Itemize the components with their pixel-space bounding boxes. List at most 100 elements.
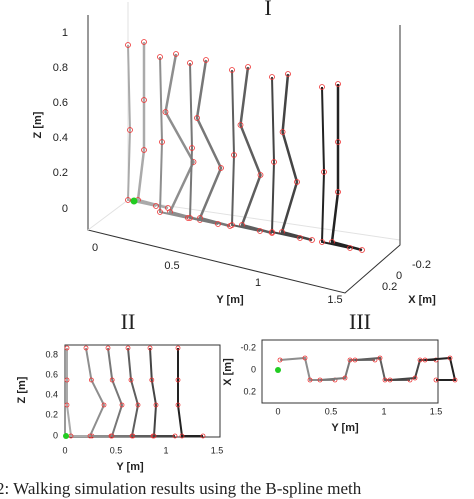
leg: [136, 42, 169, 210]
joint: [412, 375, 418, 381]
joint: [141, 97, 147, 103]
joint: [129, 433, 135, 439]
joint: [422, 357, 428, 363]
panel-iii-box: [261, 339, 439, 404]
joint: [447, 355, 453, 361]
joint: [187, 60, 193, 66]
z-tick-label: 0.6: [45, 369, 58, 379]
z-tick-label: 0.2: [45, 409, 58, 419]
joint: [215, 221, 221, 227]
y-tick-label: 1: [381, 406, 386, 416]
joint: [231, 152, 237, 158]
joint: [125, 197, 131, 203]
y-tick-label: 0: [275, 406, 280, 416]
z-tick-label: 0.4: [53, 132, 68, 144]
joint: [347, 245, 353, 251]
joint: [271, 159, 277, 165]
y-tick-label: 0.5: [164, 260, 179, 272]
y-tick-label: 1.5: [211, 445, 224, 455]
leg: [319, 359, 375, 381]
joint: [433, 377, 439, 383]
joint: [64, 345, 70, 351]
joint: [64, 402, 70, 408]
leg: [158, 56, 189, 219]
joint: [382, 377, 388, 383]
z-tick-label: 1: [62, 27, 68, 39]
leg: [279, 356, 335, 381]
joint: [172, 433, 178, 439]
axis-label: X [m]: [222, 358, 234, 386]
joint: [335, 81, 341, 87]
y-tick-label: 0: [62, 445, 67, 455]
axis-label: Z [m]: [32, 111, 44, 138]
axes-box: [87, 15, 401, 294]
x-tick-label: 0.2: [243, 386, 256, 396]
joint: [187, 215, 193, 221]
leg: [320, 86, 351, 249]
leg: [330, 84, 363, 252]
x-tick-label: 0: [396, 270, 402, 282]
joint: [135, 402, 141, 408]
joint: [162, 109, 169, 115]
back-wall: [127, 2, 401, 241]
joint: [307, 377, 313, 383]
joint: [89, 377, 94, 383]
axis-label: X [m]: [408, 294, 436, 306]
z-tick-label: 0.8: [53, 62, 68, 74]
joint: [87, 433, 93, 439]
floor-edge: [87, 199, 129, 231]
y-tick-label: 1.5: [327, 294, 342, 306]
joint: [125, 345, 131, 351]
joint: [279, 129, 286, 135]
start-point: [130, 197, 138, 205]
joint: [125, 42, 131, 48]
axis-label: Y [m]: [116, 461, 144, 473]
joint: [173, 51, 179, 57]
z-tick-label: 0.6: [53, 97, 68, 109]
leg: [270, 76, 301, 239]
z-tick-label: 0: [62, 203, 68, 215]
z-tick-label: 0.2: [53, 167, 68, 179]
joint: [175, 377, 181, 383]
joint: [387, 377, 393, 383]
axis-label: Y [m]: [331, 422, 359, 434]
joint: [342, 375, 348, 381]
joint: [157, 209, 163, 215]
y-tick-label: 0: [92, 242, 98, 254]
leg: [424, 356, 457, 381]
joint: [203, 57, 209, 63]
joint: [119, 402, 125, 408]
joint: [159, 139, 165, 145]
joint: [319, 239, 325, 245]
joint: [321, 169, 327, 175]
joint: [83, 345, 89, 351]
leg: [149, 347, 175, 437]
joint: [319, 84, 325, 90]
leg: [177, 348, 203, 437]
caption: 2: Walking simulation results using the …: [0, 479, 362, 498]
leg: [195, 59, 231, 228]
joint: [302, 355, 308, 361]
joint: [175, 402, 181, 408]
start-point: [63, 433, 69, 439]
panel-title: I: [264, 0, 271, 20]
joint: [194, 115, 200, 121]
x-tick-label: 0.2: [382, 281, 397, 293]
panel-title: III: [349, 309, 371, 334]
joint: [218, 165, 224, 171]
joint: [452, 377, 458, 383]
joint: [64, 377, 70, 383]
x-tick-label: -0.2: [240, 342, 256, 352]
joint: [127, 127, 133, 133]
joint: [257, 172, 264, 178]
leg: [354, 356, 410, 381]
joint: [189, 145, 195, 151]
joint: [229, 222, 235, 228]
z-tick-label: 0: [53, 430, 58, 440]
joint: [105, 345, 111, 351]
leg: [127, 347, 153, 437]
joint: [237, 122, 244, 128]
joint: [294, 179, 300, 185]
